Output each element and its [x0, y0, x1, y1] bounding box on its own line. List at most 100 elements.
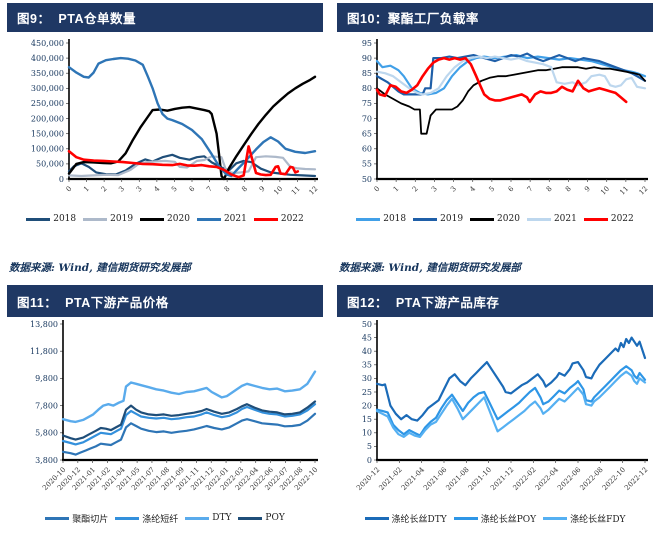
- legend-item-POY: POY: [238, 513, 285, 523]
- x-tick-label: 5: [170, 185, 179, 194]
- y-tick-label: 0: [367, 456, 372, 465]
- x-tick-label: 2: [411, 185, 420, 194]
- x-tick-label: 12: [307, 185, 319, 197]
- series-2019: [67, 155, 317, 178]
- y-tick-label: 45: [362, 333, 372, 342]
- y-tick-label: 150,000: [31, 129, 64, 138]
- series-2018: [67, 153, 317, 178]
- legend-swatch: [583, 217, 608, 221]
- x-tick-label: 0: [65, 185, 74, 194]
- legend-item-2019: 2019: [83, 214, 133, 224]
- legend-item-2022: 2022: [253, 214, 304, 224]
- x-tick-label: 2022-08: [579, 466, 605, 492]
- series-涤纶长丝POY: [375, 365, 647, 437]
- figure-column-left: 图9： PTA仓单数量 0 50,000 100,000 150,000 200,000…: [7, 0, 323, 535]
- y-tick-label: 450,000: [31, 39, 64, 48]
- legend-swatch: [364, 516, 389, 520]
- legend-label: 2022: [280, 214, 304, 224]
- y-tick-label: 20: [362, 401, 372, 410]
- x-tick-label: 8: [240, 185, 249, 194]
- series-聚酯切片: [61, 412, 317, 456]
- x-tick-label: 10: [272, 185, 284, 197]
- figure10-legend: 2018 2019 2020 2021 2022: [337, 212, 653, 226]
- y-tick-label: 70: [362, 114, 372, 123]
- figure10-source: 数据来源: Wind, 建信期货研究发展部: [339, 262, 521, 274]
- y-tick-label: 95: [362, 39, 372, 48]
- legend-swatch: [356, 217, 381, 221]
- legend-label: POY: [265, 513, 285, 523]
- x-tick-label: 9: [258, 185, 267, 194]
- legend-item-DTY: DTY: [185, 513, 231, 523]
- legend-swatch: [140, 217, 165, 221]
- legend-swatch: [238, 516, 263, 520]
- x-tick-label: 7: [205, 185, 214, 194]
- series-2020: [376, 66, 646, 135]
- y-tick-label: 0: [59, 175, 64, 184]
- series-2022: [375, 56, 628, 104]
- x-tick-label: 4: [152, 184, 161, 193]
- figure9-chart: 0 50,000 100,000 150,000 200,000 250,000 300,0…: [31, 39, 320, 197]
- x-tick-label: 8: [564, 185, 573, 194]
- x-tick-label: 1: [392, 185, 401, 194]
- series-2019: [375, 52, 647, 96]
- y-tick-label: 80: [362, 84, 372, 93]
- y-tick-label: 60: [362, 145, 372, 154]
- x-tick-label: 6: [188, 184, 197, 193]
- legend-label: 2018: [53, 214, 77, 224]
- x-tick-label: 2021-12: [489, 466, 515, 492]
- figure9-title: 图9： PTA仓单数量: [17, 12, 136, 26]
- y-tick-label: 50: [362, 175, 372, 184]
- figure10-title: 图10：聚酯工厂负载率: [347, 12, 479, 26]
- legend-label: 2022: [610, 214, 634, 224]
- y-tick-label: 90: [362, 54, 372, 63]
- legend-swatch: [196, 217, 221, 221]
- y-tick-label: 5,800: [35, 429, 58, 438]
- y-tick-label: 200,000: [31, 114, 64, 123]
- legend-item-2022: 2022: [583, 214, 634, 224]
- legend-swatch: [543, 516, 568, 520]
- legend-label: 涤纶短纤: [142, 514, 179, 525]
- y-tick-label: 350,000: [31, 69, 64, 78]
- legend-swatch: [185, 516, 210, 520]
- x-tick-label: 9: [583, 185, 592, 194]
- y-tick-label: 40: [362, 347, 372, 356]
- x-tick-label: 2022-02: [512, 466, 538, 492]
- y-tick-label: 50: [362, 320, 372, 329]
- y-tick-label: 3,800: [35, 456, 58, 465]
- figure10-header: 图10：聚酯工厂负载率: [337, 3, 653, 32]
- figure9-header: 图9： PTA仓单数量: [7, 3, 323, 32]
- figure11-title: 图11： PTA下游产品价格: [17, 295, 169, 310]
- legend-swatch: [470, 217, 495, 221]
- y-tick-label: 250,000: [31, 99, 64, 108]
- figure9-source: 数据来源: Wind, 建信期货研究发展部: [9, 262, 191, 274]
- x-tick-label: 2021-08: [445, 466, 471, 492]
- x-tick-label: 3: [135, 185, 144, 194]
- y-tick-label: 65: [362, 129, 372, 138]
- legend-label: 涤纶长丝POY: [480, 514, 537, 525]
- legend-swatch: [115, 516, 140, 520]
- x-tick-label: 2021-02: [378, 466, 404, 492]
- figure11-legend: 聚酯切片 涤纶短纤 DTY POY: [7, 511, 323, 525]
- y-tick-label: 11,800: [30, 347, 58, 356]
- figure11-chart: 3,8005,8007,8009,80011,80013,8002020-102…: [30, 320, 319, 492]
- x-tick-label: 7: [526, 185, 535, 194]
- legend-swatch: [83, 217, 108, 221]
- x-tick-label: 8: [545, 185, 554, 194]
- legend-item-2020: 2020: [140, 214, 190, 224]
- legend-item-聚酯切片: 聚酯切片: [45, 512, 108, 525]
- figure12-title: 图12： PTA下游产品库存: [347, 295, 500, 310]
- x-tick-label: 1: [82, 185, 91, 194]
- y-tick-label: 9,800: [35, 374, 58, 383]
- x-tick-label: 11: [618, 185, 630, 197]
- x-tick-label: 0: [373, 185, 382, 194]
- x-tick-label: 4: [468, 184, 477, 193]
- y-tick-label: 75: [362, 99, 372, 108]
- y-tick-label: 55: [362, 160, 372, 169]
- legend-label: 2019: [440, 214, 464, 224]
- legend-label: 2020: [167, 214, 190, 224]
- legend-label: 2019: [110, 214, 134, 224]
- x-tick-label: 6: [507, 184, 516, 193]
- figure9-legend: 2018 2019 2020 2021 2022: [7, 212, 323, 226]
